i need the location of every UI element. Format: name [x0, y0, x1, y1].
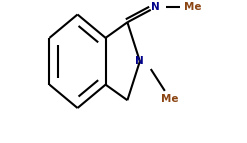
Text: Me: Me — [184, 2, 201, 12]
Text: N: N — [136, 56, 144, 66]
Text: Me: Me — [161, 94, 178, 104]
Text: N: N — [151, 2, 160, 12]
